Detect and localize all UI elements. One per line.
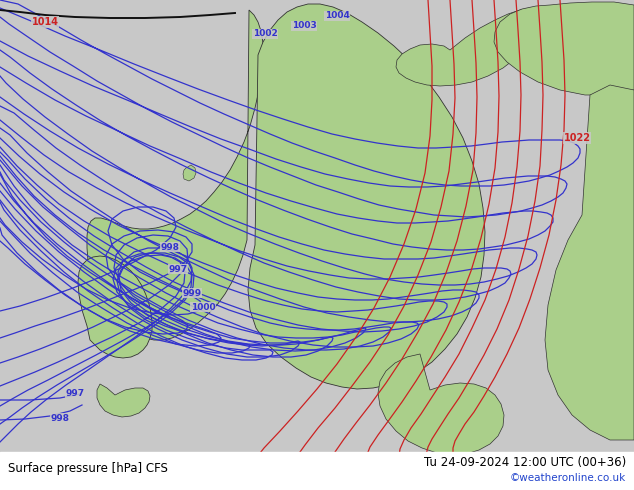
Polygon shape: [494, 2, 634, 95]
Polygon shape: [378, 354, 504, 455]
Polygon shape: [248, 4, 485, 389]
Text: 1000: 1000: [191, 302, 216, 312]
Polygon shape: [78, 256, 152, 358]
Text: Surface pressure [hPa] CFS: Surface pressure [hPa] CFS: [8, 462, 168, 474]
Polygon shape: [87, 10, 263, 340]
Text: 997: 997: [169, 265, 188, 273]
Bar: [0, 452, 634, 490]
Polygon shape: [183, 165, 196, 181]
Text: 999: 999: [183, 289, 202, 297]
Text: 998: 998: [51, 414, 70, 422]
Text: ©weatheronline.co.uk: ©weatheronline.co.uk: [510, 473, 626, 483]
Text: 1004: 1004: [325, 11, 349, 21]
Text: 997: 997: [65, 389, 84, 397]
Polygon shape: [97, 384, 150, 417]
Text: Tu 24-09-2024 12:00 UTC (00+36): Tu 24-09-2024 12:00 UTC (00+36): [424, 456, 626, 468]
Text: 1014: 1014: [32, 17, 58, 27]
Text: 1022: 1022: [564, 133, 590, 143]
Text: 998: 998: [160, 243, 179, 251]
Polygon shape: [396, 8, 542, 86]
Polygon shape: [545, 85, 634, 440]
Text: 1002: 1002: [252, 29, 278, 39]
Text: 1003: 1003: [292, 22, 316, 30]
